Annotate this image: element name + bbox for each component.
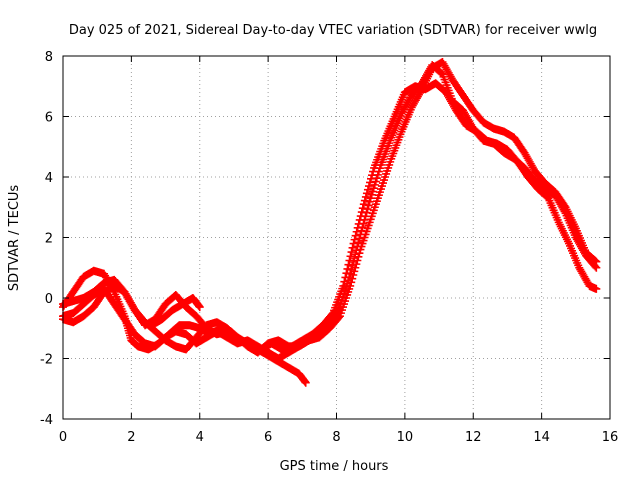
data-point [359, 200, 368, 209]
data-point [345, 256, 354, 265]
data-point [366, 178, 375, 187]
data-point [365, 197, 374, 206]
data-point [334, 304, 343, 313]
data-point [364, 201, 373, 210]
data-point [351, 250, 360, 259]
x-tick-label: 4 [196, 430, 204, 445]
series-trace-5 [147, 294, 204, 330]
x-tick-label: 16 [602, 430, 619, 445]
series-trace-3 [59, 61, 601, 357]
x-tick-label: 0 [59, 430, 67, 445]
data-point [360, 215, 369, 224]
data-point [349, 258, 358, 267]
data-point [361, 192, 370, 201]
data-point [344, 260, 353, 269]
data-point [363, 185, 372, 194]
data-point [362, 208, 371, 217]
data-point [346, 252, 355, 261]
data-point [592, 263, 601, 272]
data-point [591, 262, 600, 271]
data-point [359, 219, 368, 228]
data-point [346, 269, 355, 278]
x-tick-label: 14 [533, 430, 550, 445]
data-point [347, 265, 356, 274]
data-points [59, 58, 601, 387]
data-point [358, 204, 367, 213]
data-point [352, 246, 361, 255]
grid-lines [63, 56, 610, 419]
x-tick-label: 12 [465, 430, 482, 445]
data-point [358, 223, 367, 232]
data-point [592, 284, 601, 293]
data-point [195, 303, 204, 312]
data-point [357, 226, 366, 235]
y-tick-label: -4 [40, 413, 53, 428]
y-tick-label: 2 [45, 232, 53, 247]
x-tick-label: 6 [264, 430, 272, 445]
data-point [350, 254, 359, 263]
data-point [355, 234, 364, 243]
chart-title: Day 025 of 2021, Sidereal Day-to-day VTE… [69, 23, 597, 38]
data-point [353, 242, 362, 251]
y-tick-label: 6 [45, 111, 53, 126]
y-axis-label: SDTVAR / TECUs [7, 185, 22, 292]
y-tick-label: 8 [45, 50, 53, 65]
y-tick-label: 0 [45, 292, 53, 307]
data-point [360, 196, 369, 205]
x-axis-label: GPS time / hours [280, 459, 389, 474]
data-point [301, 378, 310, 387]
data-point [354, 238, 363, 247]
data-point [364, 182, 373, 191]
y-tick-label: 4 [45, 171, 53, 186]
data-point [361, 212, 370, 221]
data-point [356, 230, 365, 239]
axis-ticks: 0 2 4 6 8 10 12 14 16 -4 -2 0 2 4 6 8 [40, 50, 618, 445]
x-tick-label: 2 [127, 430, 135, 445]
data-point [348, 261, 357, 270]
x-tick-label: 8 [332, 430, 340, 445]
data-point [363, 205, 372, 214]
y-tick-label: -2 [40, 353, 53, 368]
x-tick-label: 10 [397, 430, 414, 445]
data-point [560, 207, 569, 216]
data-point [343, 264, 352, 273]
data-point [362, 189, 371, 198]
